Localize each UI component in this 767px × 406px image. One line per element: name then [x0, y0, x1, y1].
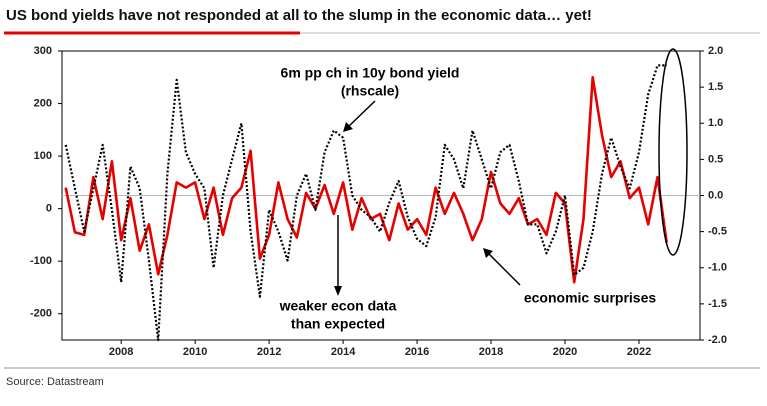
x-tick-label: 2008: [109, 346, 133, 358]
arrow-head: [334, 286, 342, 296]
y2-tick-label: 0.5: [708, 153, 723, 165]
arrow: [347, 100, 376, 128]
source: Source: Datastream: [6, 376, 104, 388]
y-tick-label: 100: [34, 150, 52, 162]
x-tick-label: 2018: [479, 346, 503, 358]
y-tick-label: -200: [30, 308, 52, 320]
y2-tick-label: -2.0: [708, 334, 727, 346]
annotation: economic surprises: [524, 290, 656, 306]
arrow: [487, 252, 521, 286]
y2-tick-label: -0.5: [708, 226, 727, 238]
y-tick-label: 200: [34, 97, 52, 109]
x-tick-label: 2020: [553, 346, 577, 358]
y2-tick-label: 0.0: [708, 189, 723, 201]
y2-tick-label: -1.5: [708, 298, 727, 310]
x-tick-label: 2014: [331, 346, 356, 358]
y2-tick-label: 1.5: [708, 81, 723, 93]
x-tick-label: 2010: [183, 346, 207, 358]
x-tick-label: 2016: [405, 346, 429, 358]
y2-tick-label: -1.0: [708, 262, 727, 274]
x-tick-label: 2022: [627, 346, 651, 358]
arrow-head: [483, 248, 493, 258]
y-tick-label: -100: [30, 255, 52, 267]
annotation: (rhscale): [341, 83, 399, 99]
chart-title: US bond yields have not responded at all…: [6, 7, 592, 24]
arrow-head: [343, 122, 353, 132]
x-tick-label: 2012: [257, 346, 281, 358]
annotation: 6m pp ch in 10y bond yield: [281, 65, 460, 81]
y2-tick-label: 1.0: [708, 117, 723, 129]
highlight-ellipse: [658, 48, 688, 256]
y-tick-label: 300: [34, 45, 52, 57]
y-tick-label: 0: [46, 203, 52, 215]
plot: 300 200 100 0 -100 -200 2.0 1.5 1.0 0.5 0.0 -0.5 -1.…: [30, 45, 727, 358]
series-line: [64, 76, 668, 284]
y2-tick-label: 2.0: [708, 45, 723, 57]
annotation: weaker econ data: [279, 298, 397, 314]
annotation: than expected: [291, 316, 385, 332]
